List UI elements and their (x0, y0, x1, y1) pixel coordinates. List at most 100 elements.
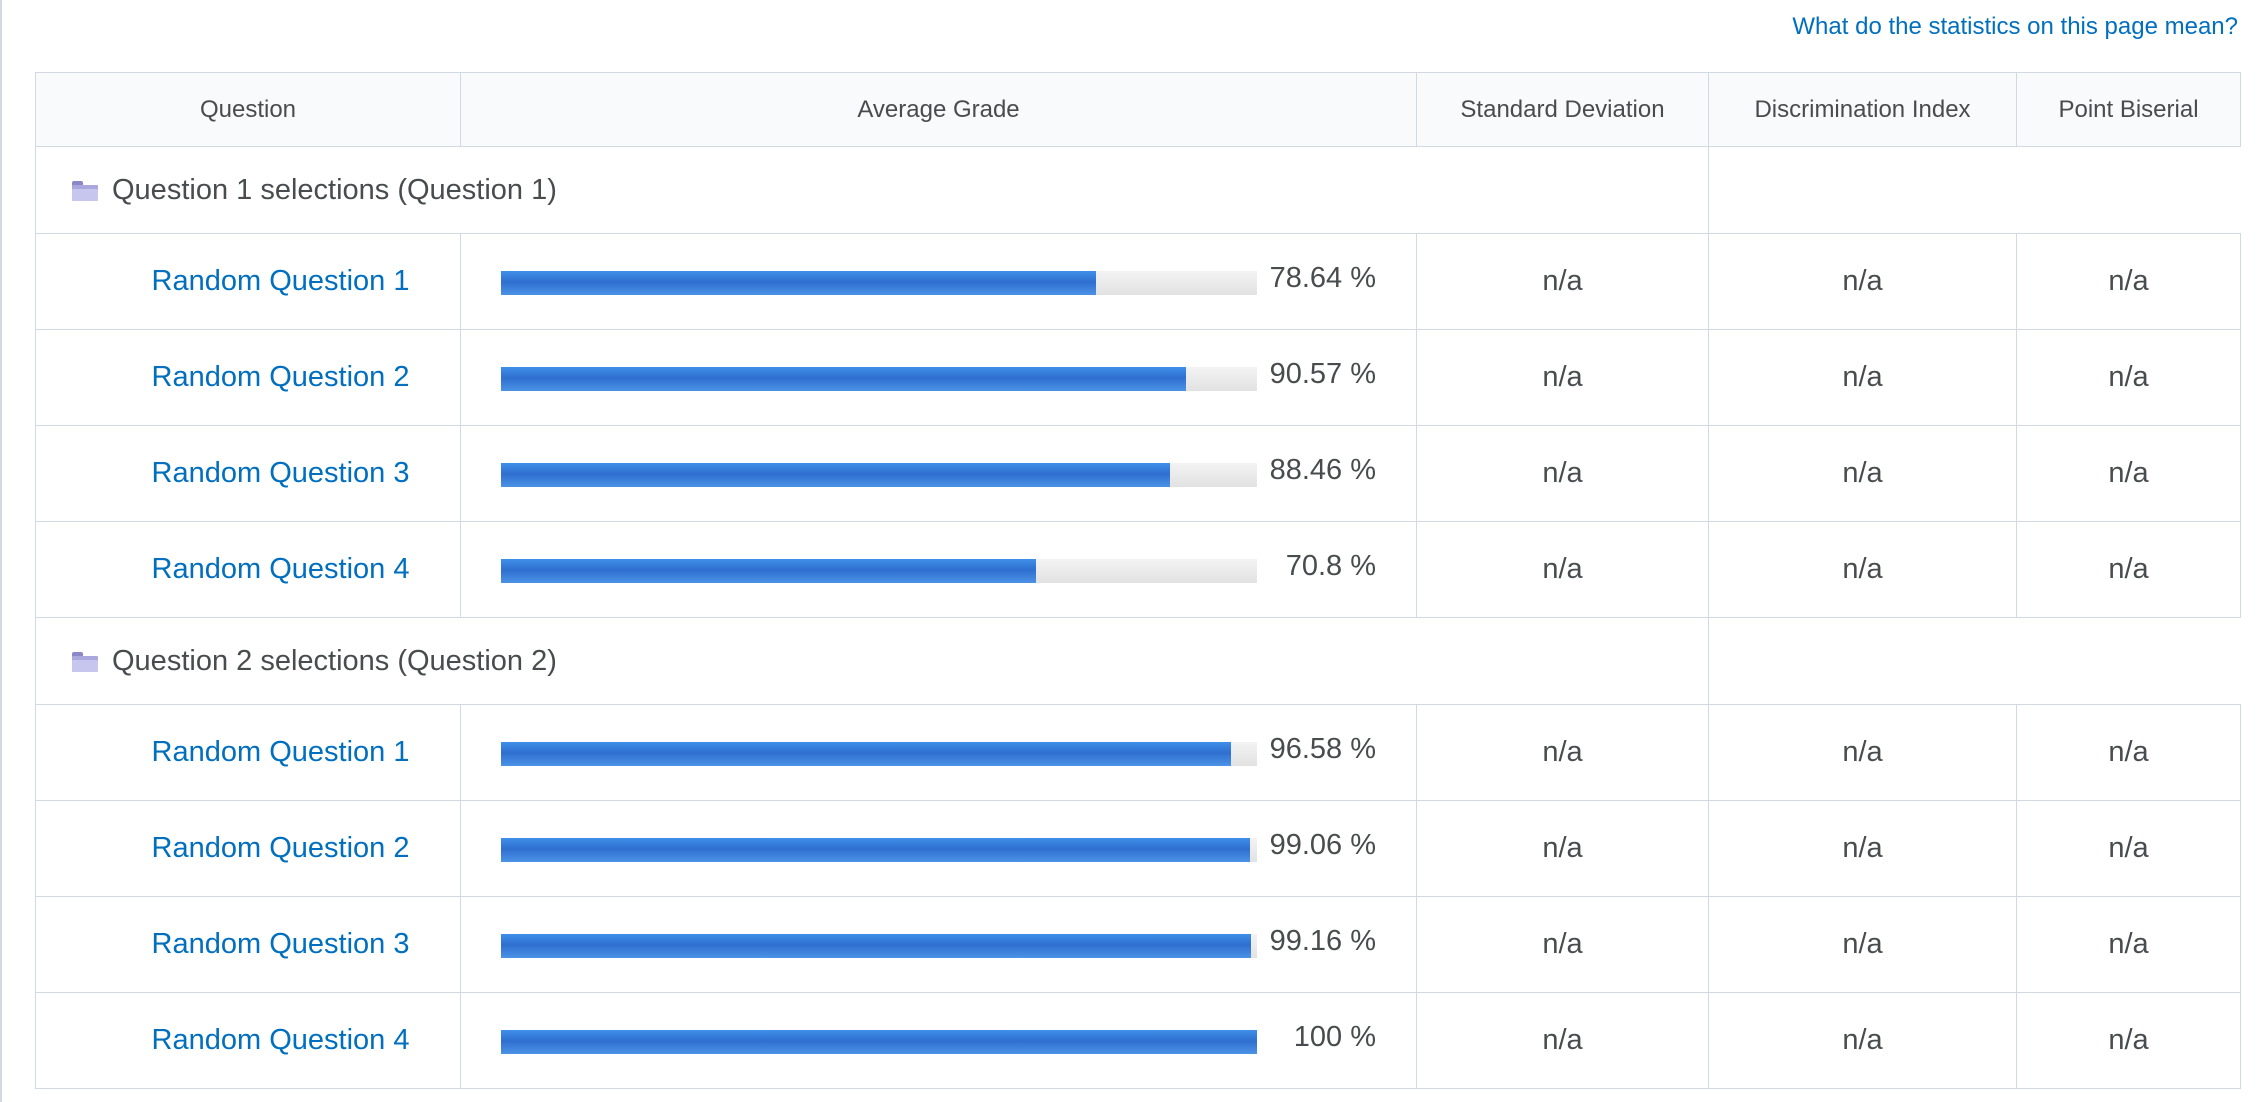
question-link[interactable]: Random Question 1 (151, 736, 410, 768)
average-grade-cell: 100 % (460, 992, 1417, 1089)
discrimination-index-value: n/a (1708, 521, 2017, 618)
grade-bar-track (501, 838, 1257, 862)
standard-deviation-value: n/a (1416, 521, 1709, 618)
table-header-row: Question Average Grade Standard Deviatio… (35, 72, 2241, 147)
question-cell: Random Question 3 (35, 896, 461, 993)
question-link[interactable]: Random Question 3 (151, 928, 410, 960)
point-biserial-value: n/a (2016, 425, 2241, 522)
discrimination-index-value: n/a (1708, 233, 2017, 330)
standard-deviation-value: n/a (1416, 329, 1709, 426)
grade-bar-fill (501, 838, 1250, 862)
discrimination-index-value: n/a (1708, 425, 2017, 522)
grade-bar-track (501, 934, 1257, 958)
section-title: Question 2 selections (Question 2) (112, 644, 557, 677)
column-header-question: Question (35, 72, 461, 147)
table-row: Random Question 3 88.46 % n/a n/a n/a (35, 425, 2241, 522)
table-row: Random Question 3 99.16 % n/a n/a n/a (35, 896, 2241, 993)
discrimination-index-value: n/a (1708, 992, 2017, 1089)
discrimination-index-value: n/a (1708, 896, 2017, 993)
grade-bar-fill (501, 1030, 1257, 1054)
table-row: Random Question 1 96.58 % n/a n/a n/a (35, 704, 2241, 801)
question-link[interactable]: Random Question 4 (151, 1024, 410, 1056)
table-row: Random Question 2 99.06 % n/a n/a n/a (35, 800, 2241, 897)
average-grade-cell: 96.58 % (460, 704, 1417, 801)
grade-bar-fill (501, 271, 1096, 295)
point-biserial-value: n/a (2016, 896, 2241, 993)
grade-value: 96.58 % (1269, 733, 1376, 765)
grade-value: 99.16 % (1269, 925, 1376, 957)
table-row: Random Question 4 100 % n/a n/a n/a (35, 992, 2241, 1089)
table-body: Question 1 selections (Question 1) Random… (35, 146, 2241, 1089)
column-header-average-grade: Average Grade (460, 72, 1417, 147)
question-link[interactable]: Random Question 1 (151, 265, 410, 297)
column-header-standard-deviation: Standard Deviation (1416, 72, 1709, 147)
average-grade-cell: 88.46 % (460, 425, 1417, 522)
grade-bar-track (501, 559, 1257, 583)
section-title: Question 1 selections (Question 1) (112, 173, 557, 206)
average-grade-cell: 99.16 % (460, 896, 1417, 993)
grade-bar-fill (501, 559, 1037, 583)
table-row: Random Question 1 78.64 % n/a n/a n/a (35, 233, 2241, 330)
point-biserial-value: n/a (2016, 800, 2241, 897)
section-row: Question 2 selections (Question 2) (35, 617, 2241, 705)
average-grade-cell: 99.06 % (460, 800, 1417, 897)
grade-value: 100 % (1293, 1021, 1376, 1053)
folder-icon (72, 180, 98, 201)
question-link[interactable]: Random Question 3 (151, 457, 410, 489)
discrimination-index-value: n/a (1708, 329, 2017, 426)
standard-deviation-value: n/a (1416, 992, 1709, 1089)
section-header: Question 1 selections (Question 1) (35, 146, 1709, 234)
table-row: Random Question 4 70.8 % n/a n/a n/a (35, 521, 2241, 618)
statistics-help-link[interactable]: What do the statistics on this page mean… (1792, 13, 2238, 40)
question-cell: Random Question 3 (35, 425, 461, 522)
standard-deviation-value: n/a (1416, 425, 1709, 522)
grade-bar-track (501, 271, 1257, 295)
question-cell: Random Question 1 (35, 704, 461, 801)
grade-bar-track (501, 367, 1257, 391)
grade-bar-fill (501, 367, 1186, 391)
section-blank (1708, 146, 2241, 234)
point-biserial-value: n/a (2016, 521, 2241, 618)
grade-bar-track (501, 742, 1257, 766)
question-link[interactable]: Random Question 2 (151, 832, 410, 864)
average-grade-cell: 70.8 % (460, 521, 1417, 618)
question-cell: Random Question 2 (35, 800, 461, 897)
grade-value: 90.57 % (1269, 358, 1376, 390)
question-cell: Random Question 4 (35, 992, 461, 1089)
standard-deviation-value: n/a (1416, 704, 1709, 801)
average-grade-cell: 78.64 % (460, 233, 1417, 330)
folder-icon (72, 651, 98, 672)
standard-deviation-value: n/a (1416, 233, 1709, 330)
grade-bar-track (501, 1030, 1257, 1054)
standard-deviation-value: n/a (1416, 896, 1709, 993)
column-header-discrimination-index: Discrimination Index (1708, 72, 2017, 147)
discrimination-index-value: n/a (1708, 704, 2017, 801)
table-row: Random Question 2 90.57 % n/a n/a n/a (35, 329, 2241, 426)
section-row: Question 1 selections (Question 1) (35, 146, 2241, 234)
grade-value: 78.64 % (1269, 262, 1376, 294)
question-statistics-table: Question Average Grade Standard Deviatio… (35, 72, 2241, 1089)
question-cell: Random Question 4 (35, 521, 461, 618)
grade-value: 70.8 % (1285, 550, 1376, 582)
point-biserial-value: n/a (2016, 329, 2241, 426)
column-header-point-biserial: Point Biserial (2016, 72, 2241, 147)
standard-deviation-value: n/a (1416, 800, 1709, 897)
grade-bar-fill (501, 742, 1232, 766)
grade-bar-fill (501, 463, 1170, 487)
section-blank (1708, 617, 2241, 705)
discrimination-index-value: n/a (1708, 800, 2017, 897)
question-link[interactable]: Random Question 4 (151, 553, 410, 585)
grade-bar-track (501, 463, 1257, 487)
grade-value: 88.46 % (1269, 454, 1376, 486)
point-biserial-value: n/a (2016, 992, 2241, 1089)
average-grade-cell: 90.57 % (460, 329, 1417, 426)
point-biserial-value: n/a (2016, 704, 2241, 801)
grade-bar-fill (501, 934, 1251, 958)
question-cell: Random Question 1 (35, 233, 461, 330)
question-cell: Random Question 2 (35, 329, 461, 426)
point-biserial-value: n/a (2016, 233, 2241, 330)
grade-value: 99.06 % (1269, 829, 1376, 861)
question-link[interactable]: Random Question 2 (151, 361, 410, 393)
section-header: Question 2 selections (Question 2) (35, 617, 1709, 705)
